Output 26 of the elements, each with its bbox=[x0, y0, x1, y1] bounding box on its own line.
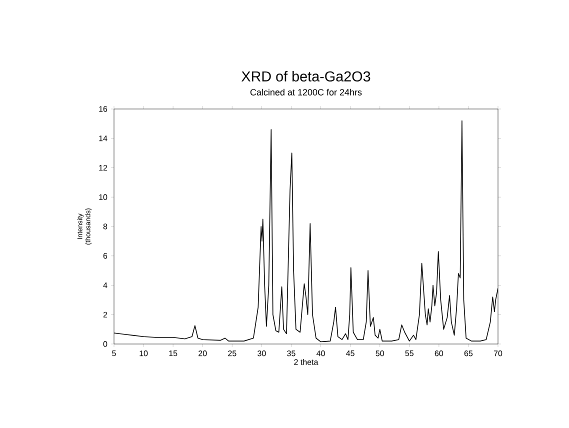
x-tick-label: 60 bbox=[434, 350, 444, 356]
x-tick-label: 45 bbox=[346, 350, 354, 356]
x-tick-label: 5 bbox=[112, 350, 116, 356]
x-tick-label: 55 bbox=[405, 350, 414, 356]
chart-title: XRD of beta-Ga2O3 bbox=[242, 70, 370, 82]
x-tick-label: 10 bbox=[140, 350, 148, 356]
y-tick-label: 2 bbox=[103, 312, 108, 318]
y-tick-label: 14 bbox=[99, 136, 108, 142]
y-tick-label: 6 bbox=[103, 253, 108, 259]
x-tick-label: 15 bbox=[169, 350, 178, 356]
x-tick-label: 25 bbox=[228, 350, 236, 356]
y-tick-label: 12 bbox=[99, 164, 108, 171]
x-tick-label: 70 bbox=[494, 350, 502, 356]
y-tick-label: 16 bbox=[99, 106, 108, 112]
y-tick-label: 8 bbox=[103, 224, 108, 230]
x-axis-title: 2 theta bbox=[294, 359, 318, 365]
x-tick-label: 65 bbox=[464, 350, 473, 356]
y-tick-label: 0 bbox=[103, 341, 108, 347]
x-tick-label: 50 bbox=[376, 350, 384, 356]
x-tick-label: 35 bbox=[287, 350, 296, 356]
x-tick-label: 30 bbox=[258, 350, 266, 356]
y-tick-label: 10 bbox=[99, 194, 108, 200]
x-tick-label: 40 bbox=[316, 350, 325, 356]
chart-subtitle: Calcined at 1200C for 24hrs bbox=[250, 88, 362, 96]
y-tick-label: 4 bbox=[103, 282, 108, 288]
x-tick-label: 20 bbox=[198, 350, 207, 356]
